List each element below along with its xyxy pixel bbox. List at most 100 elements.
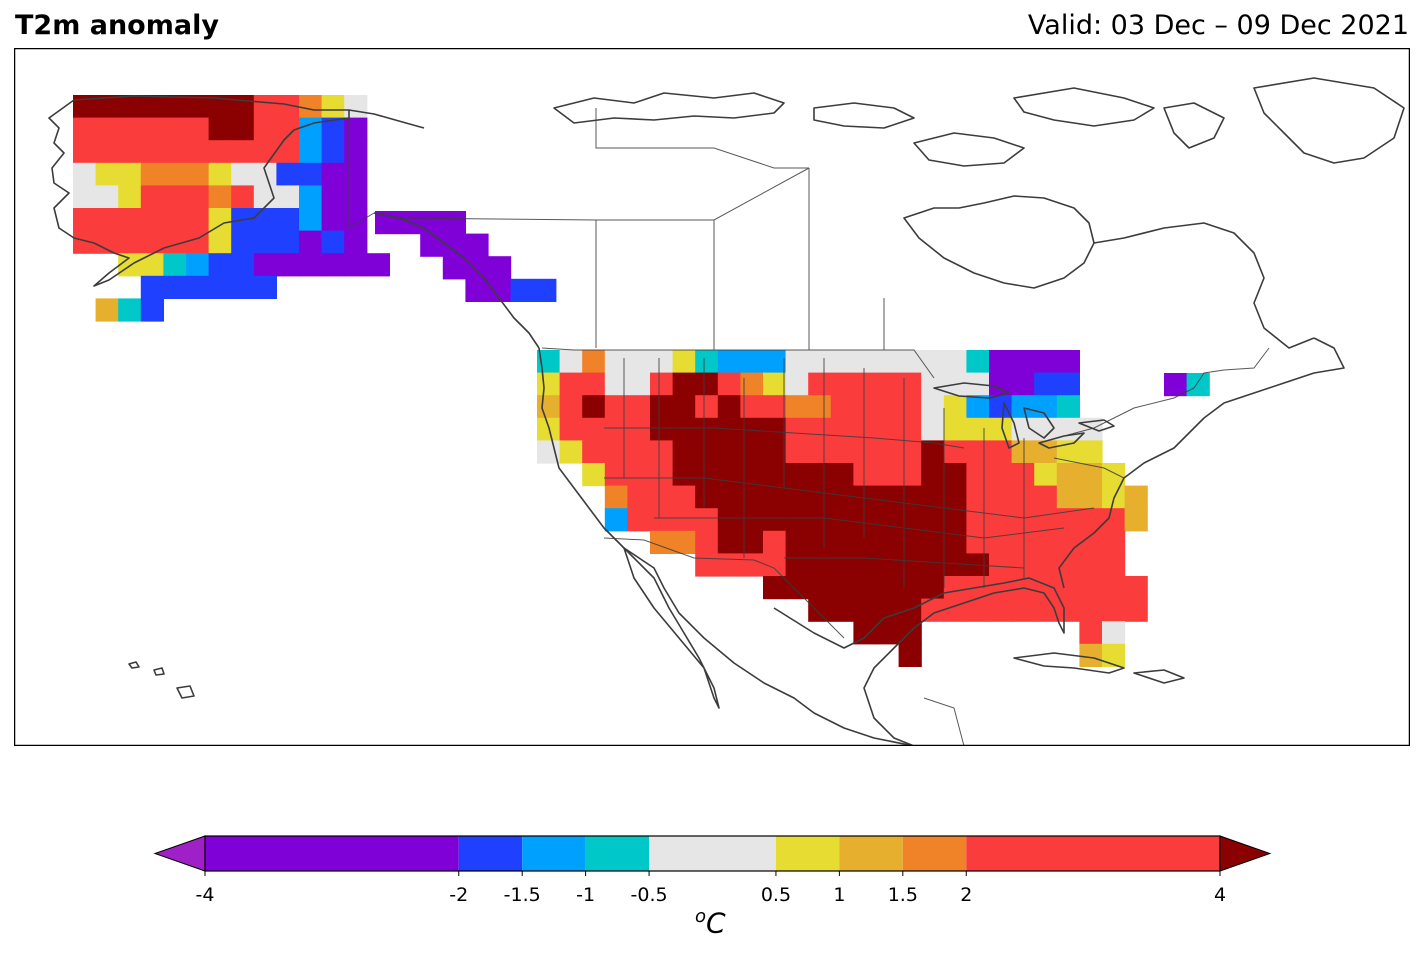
map-svg (14, 48, 1410, 746)
anomaly-cell (627, 485, 651, 509)
colorbar-segment (585, 836, 650, 871)
anomaly-cell (898, 553, 922, 577)
anomaly-cell (559, 372, 583, 396)
anomaly-cell (921, 530, 945, 554)
anomaly-cell (1079, 417, 1103, 441)
anomaly-cell (299, 95, 323, 119)
anomaly-cell (253, 95, 277, 119)
anomaly-cell (740, 553, 764, 577)
anomaly-cell (830, 530, 854, 554)
anomaly-cell (1034, 530, 1058, 554)
anomaly-cell (208, 275, 232, 299)
anomaly-cell (763, 576, 787, 600)
anomaly-cell (208, 230, 232, 254)
anomaly-cell (830, 395, 854, 419)
anomaly-cell (808, 598, 832, 622)
anomaly-cell (717, 372, 741, 396)
anomaly-cell (537, 395, 561, 419)
anomaly-cell (1079, 621, 1103, 645)
anomaly-cell (73, 185, 97, 209)
anomaly-cell (140, 140, 164, 164)
anomaly-cell (95, 162, 119, 186)
anomaly-cell (785, 485, 809, 509)
anomaly-cell (876, 463, 900, 487)
anomaly-cell (140, 185, 164, 209)
anomaly-cell (488, 256, 512, 280)
anomaly-cell (231, 253, 255, 277)
anomaly-cell (627, 508, 651, 532)
anomaly-cell (717, 350, 741, 374)
anomaly-cell (1011, 440, 1035, 464)
anomaly-cell (537, 350, 561, 374)
anomaly-cell (118, 95, 142, 119)
anomaly-cell (208, 95, 232, 119)
colorbar-tick-label: -1 (576, 884, 596, 906)
anomaly-cell (1056, 395, 1080, 419)
anomaly-cell (321, 185, 345, 209)
anomaly-cell (853, 508, 877, 532)
anomaly-cell (808, 440, 832, 464)
anomaly-cell (898, 598, 922, 622)
anomaly-cell (95, 230, 119, 254)
anomaly-cell (785, 372, 809, 396)
anomaly-cell (420, 211, 444, 235)
anomaly-cell (876, 553, 900, 577)
anomaly-cell (1056, 350, 1080, 374)
anomaly-cell (876, 576, 900, 600)
anomaly-cell (510, 278, 534, 302)
anomaly-cell (276, 185, 300, 209)
colorbar-tick-label: -2 (449, 884, 469, 906)
anomaly-cell (650, 372, 674, 396)
anomaly-cell (1056, 530, 1080, 554)
anomaly-cell (830, 440, 854, 464)
anomaly-cell (231, 95, 255, 119)
anomaly-cell (1034, 417, 1058, 441)
colorbar-tick-label: 2 (960, 884, 973, 906)
anomaly-cell (966, 440, 990, 464)
anomaly-cell (559, 350, 583, 374)
anomaly-cell (1186, 373, 1210, 397)
anomaly-cell (582, 372, 606, 396)
anomaly-cell (186, 208, 210, 232)
anomaly-cell (785, 440, 809, 464)
anomaly-cell (717, 485, 741, 509)
anomaly-cell (253, 230, 277, 254)
anomaly-cell (717, 530, 741, 554)
anomaly-cell (898, 576, 922, 600)
anomaly-cell (921, 553, 945, 577)
colorbar-svg (153, 835, 1272, 876)
anomaly-cell (604, 350, 628, 374)
anomaly-cell (73, 230, 97, 254)
anomaly-cell (276, 140, 300, 164)
anomaly-cell (604, 395, 628, 419)
colorbar-segment (966, 836, 1220, 871)
anomaly-grid (73, 95, 1210, 667)
anomaly-cell (876, 417, 900, 441)
anomaly-cell (853, 553, 877, 577)
anomaly-cell (763, 530, 787, 554)
colorbar-segment (205, 836, 459, 871)
anomaly-cell (989, 508, 1013, 532)
anomaly-cell (921, 395, 945, 419)
anomaly-cell (989, 372, 1013, 396)
anomaly-cell (672, 372, 696, 396)
anomaly-cell (989, 485, 1013, 509)
anomaly-cell (695, 395, 719, 419)
anomaly-cell (808, 508, 832, 532)
anomaly-cell (208, 162, 232, 186)
anomaly-cell (1102, 463, 1126, 487)
anomaly-cell (1079, 576, 1103, 600)
anomaly-cell (118, 230, 142, 254)
anomaly-cell (672, 463, 696, 487)
anomaly-cell (695, 485, 719, 509)
anomaly-cell (943, 598, 967, 622)
anomaly-cell (740, 508, 764, 532)
anomaly-cell (1124, 508, 1148, 532)
anomaly-cell (186, 185, 210, 209)
anomaly-cell (672, 508, 696, 532)
anomaly-cell (943, 485, 967, 509)
anomaly-cell (785, 463, 809, 487)
anomaly-cell (650, 417, 674, 441)
anomaly-cell (627, 395, 651, 419)
anomaly-cell (186, 275, 210, 299)
